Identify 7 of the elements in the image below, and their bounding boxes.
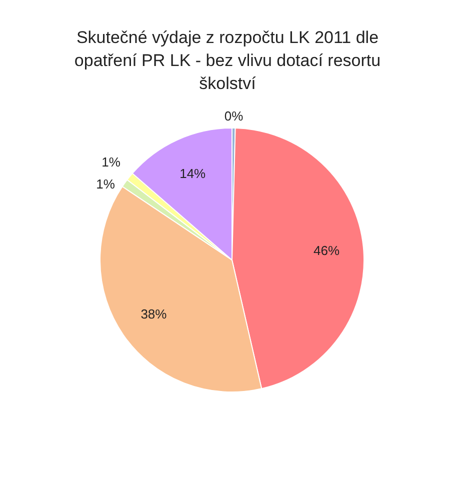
data-label: 38% xyxy=(140,306,168,322)
data-label: 1% xyxy=(96,176,116,192)
data-label: 1% xyxy=(102,154,121,170)
data-label: 46% xyxy=(314,242,340,258)
data-label: 14% xyxy=(180,166,206,182)
chart-title: Skutečné výdaje z rozpočtu LK 2011 dle opatření PR LK - bez vlivu dotací resortu školství xyxy=(73,27,382,95)
data-label: 0% xyxy=(224,108,244,124)
